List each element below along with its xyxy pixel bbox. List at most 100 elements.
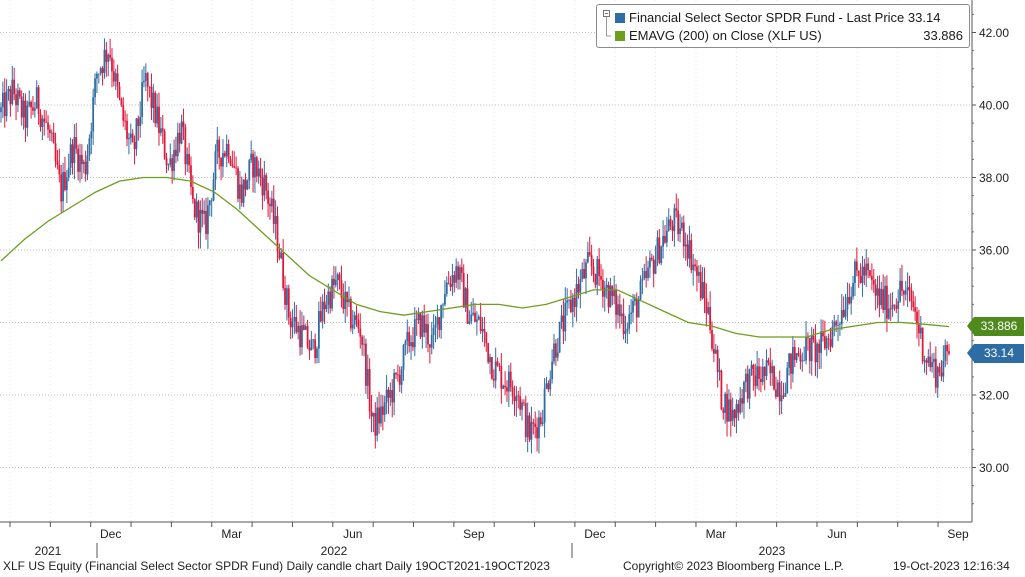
candle xyxy=(581,262,584,283)
candle xyxy=(649,250,651,278)
candle xyxy=(118,82,121,101)
candle-body xyxy=(263,175,266,196)
candle xyxy=(942,345,945,383)
candle-body xyxy=(696,266,698,276)
candle-body xyxy=(908,287,911,291)
candle xyxy=(302,315,305,331)
candle-body xyxy=(921,327,924,362)
candle-body xyxy=(385,389,388,403)
candle xyxy=(679,213,681,243)
candle-body xyxy=(421,315,424,337)
candle xyxy=(50,129,53,142)
candle-body xyxy=(876,288,879,296)
candle-body xyxy=(462,272,465,308)
candle-body xyxy=(161,128,164,132)
legend-item-price[interactable]: Financial Select Sector SPDR Fund - Last… xyxy=(615,9,963,27)
candle-body xyxy=(799,354,802,362)
candle-body xyxy=(210,200,213,202)
candle xyxy=(101,66,104,86)
candle xyxy=(5,79,8,122)
candle xyxy=(122,97,125,127)
candle xyxy=(475,311,478,336)
candle xyxy=(489,353,491,375)
candle-body xyxy=(37,87,40,114)
candle-body xyxy=(291,321,294,328)
candle-body xyxy=(511,387,514,397)
candle xyxy=(412,327,414,352)
candle-body xyxy=(607,284,610,308)
candle xyxy=(222,139,224,178)
y-tick-label: 36.00 xyxy=(979,244,1009,258)
candle xyxy=(816,342,819,379)
candle-body xyxy=(756,366,759,386)
candle xyxy=(846,282,849,322)
candle xyxy=(353,311,356,330)
candle-body xyxy=(395,372,397,375)
candle xyxy=(404,339,407,356)
candle-body xyxy=(807,337,809,339)
candle-body xyxy=(419,313,422,337)
candle-body xyxy=(265,175,268,191)
candle-body xyxy=(430,334,433,348)
candle xyxy=(538,410,540,454)
candle xyxy=(80,144,83,180)
candle xyxy=(387,386,390,414)
candle xyxy=(568,298,570,309)
candle-body xyxy=(780,395,783,402)
candle-body xyxy=(842,310,845,317)
candle xyxy=(590,244,593,276)
candle xyxy=(650,253,653,262)
candle xyxy=(282,239,285,291)
candle xyxy=(643,263,646,281)
candle xyxy=(829,327,832,352)
candle xyxy=(33,101,36,118)
candle xyxy=(553,333,555,365)
candle xyxy=(523,399,525,407)
candle-body xyxy=(180,121,183,144)
candle-body xyxy=(80,154,83,165)
candle xyxy=(293,301,296,334)
candle-body xyxy=(5,91,8,117)
candle-body xyxy=(571,297,574,312)
candle-body xyxy=(556,352,559,358)
candle xyxy=(560,304,563,329)
candle-body xyxy=(402,344,405,370)
last-price-tag: 33.14 xyxy=(967,344,1024,364)
candle-body xyxy=(562,315,565,332)
legend-item-ema[interactable]: EMAVG (200) on Close (XLF US) 33.886 xyxy=(615,27,963,45)
x-tick-label: Sep xyxy=(463,527,485,541)
candle-body xyxy=(936,367,939,388)
candle-body xyxy=(323,301,326,310)
candle-body xyxy=(509,371,512,388)
candle-body xyxy=(165,158,168,166)
candle-body xyxy=(507,371,510,392)
candle xyxy=(921,327,924,365)
candle xyxy=(731,397,734,426)
candle-body xyxy=(71,144,74,163)
candle-body xyxy=(176,132,179,157)
candle xyxy=(252,150,254,193)
candle-body xyxy=(681,222,683,229)
candle xyxy=(410,335,412,360)
candle xyxy=(152,84,155,123)
candle xyxy=(340,265,343,308)
candle-body xyxy=(524,403,527,438)
candle xyxy=(107,53,110,77)
candle-body xyxy=(722,409,725,413)
candle xyxy=(507,365,510,408)
candle xyxy=(453,270,456,293)
legend-tree-icon[interactable] xyxy=(603,10,611,40)
ema-price-tag: 33.886 xyxy=(967,317,1024,337)
candle xyxy=(633,294,636,306)
candle xyxy=(421,310,424,349)
candle xyxy=(936,365,939,398)
candle-body xyxy=(729,399,732,422)
candle xyxy=(351,310,354,335)
candle-body xyxy=(342,297,345,310)
candle-body xyxy=(460,267,463,273)
candle-body xyxy=(378,407,380,424)
candle-body xyxy=(58,164,61,175)
candle-body xyxy=(835,321,838,326)
candle-body xyxy=(139,116,142,127)
candle-body xyxy=(846,296,849,310)
